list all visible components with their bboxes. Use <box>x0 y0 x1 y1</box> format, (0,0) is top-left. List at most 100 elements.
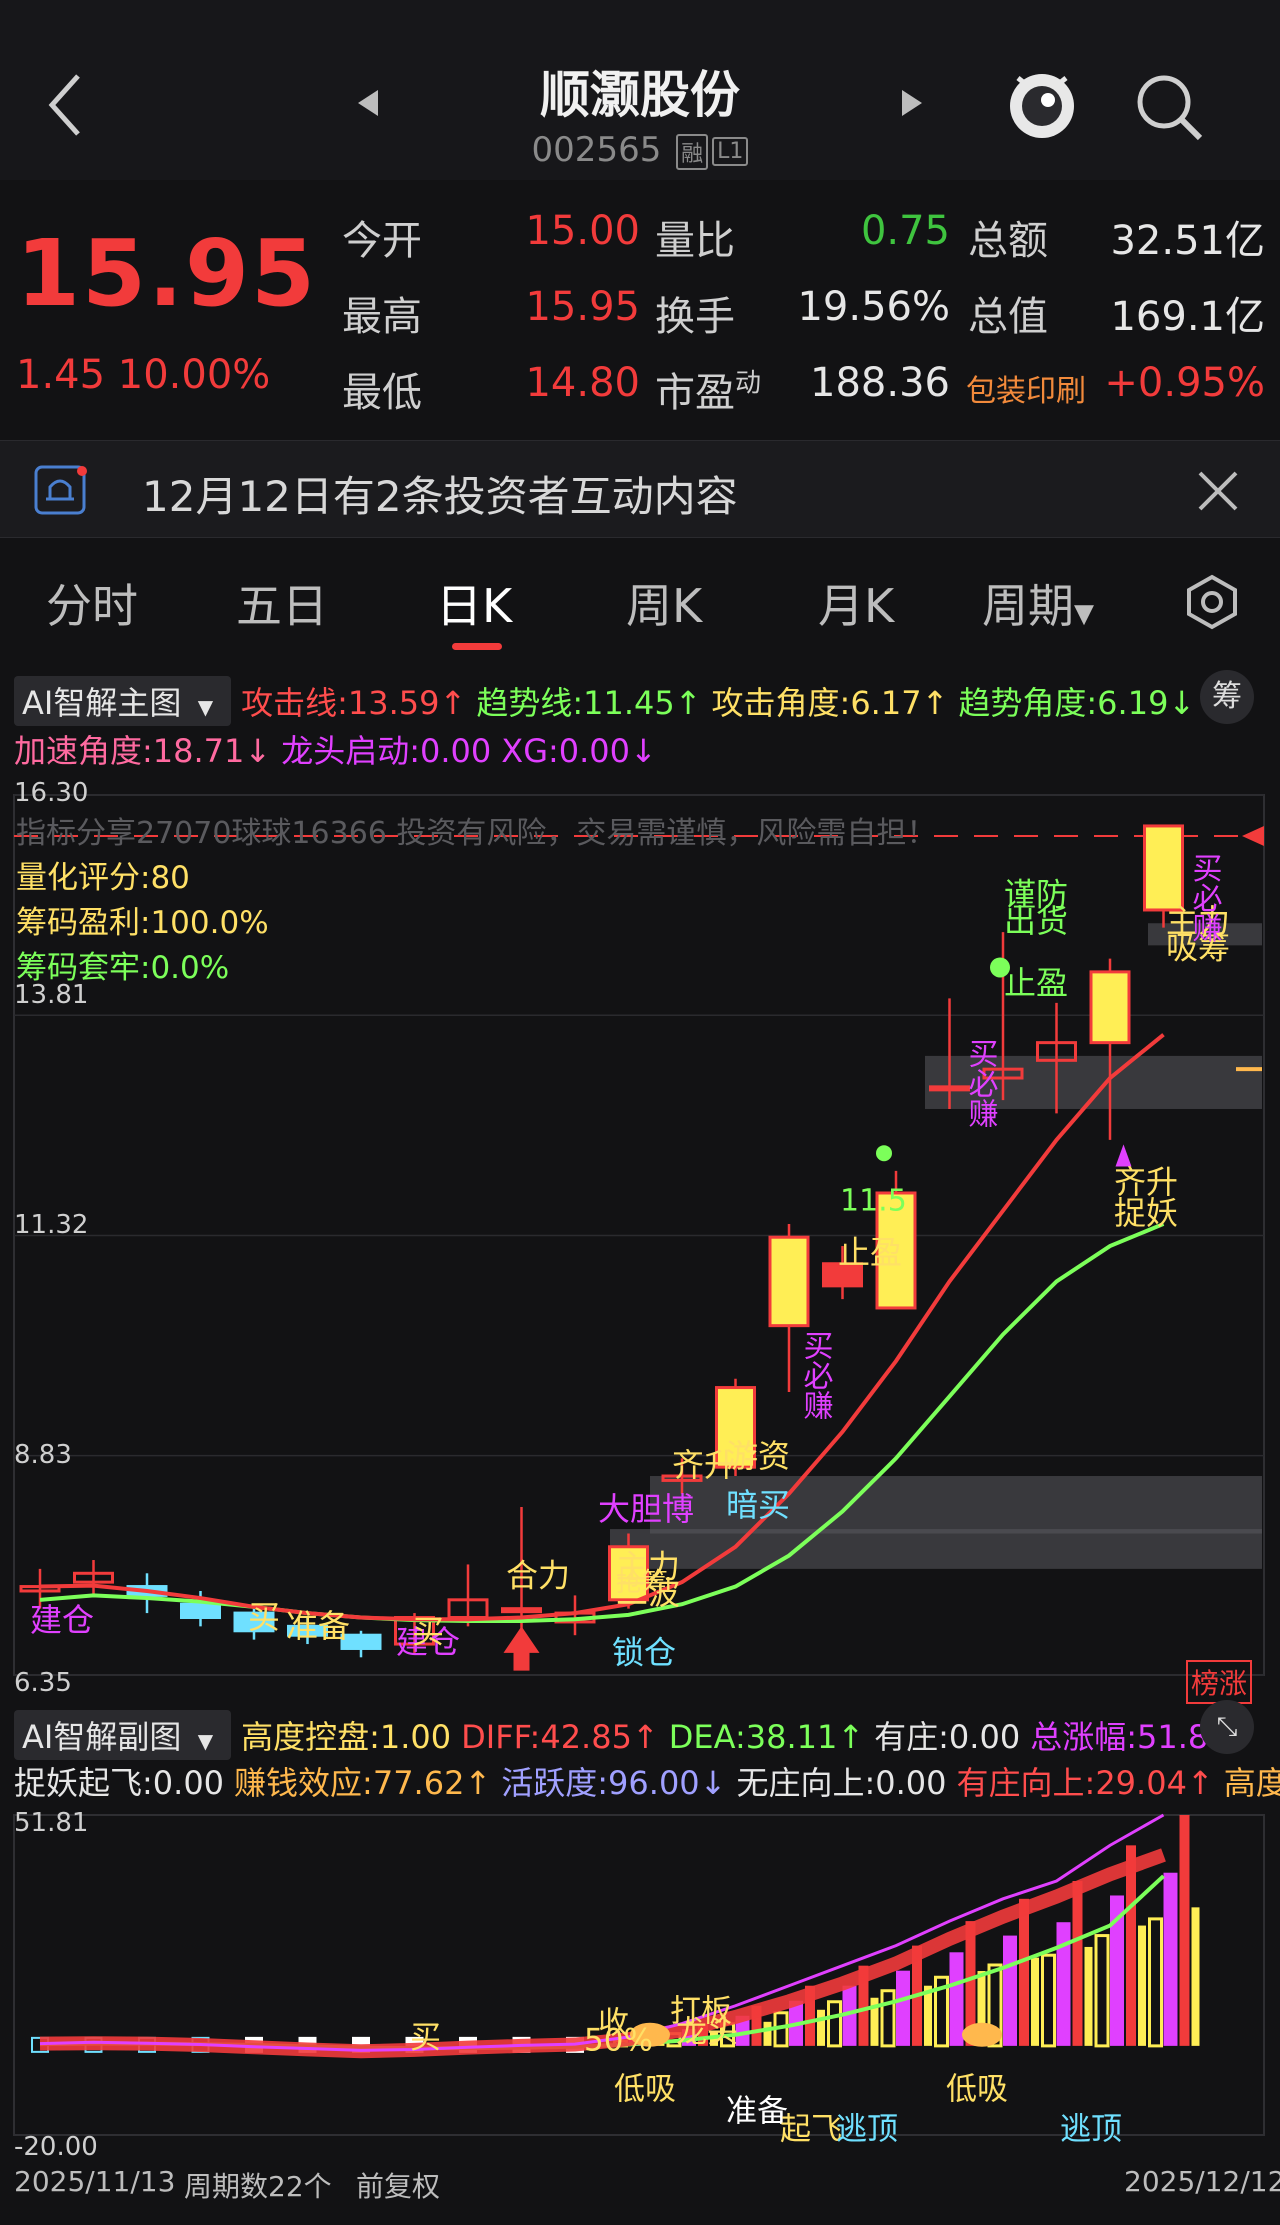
chip-distribution-button[interactable]: 筹 <box>1200 670 1254 724</box>
sub-indicator-0: 高度控盘:1.00 <box>241 1718 452 1756</box>
sub-magenta-bar-21 <box>1163 1872 1178 2046</box>
tab-monthly-k[interactable]: 月K <box>818 579 895 633</box>
warning-dot-icon <box>990 957 1010 978</box>
signal-label-18: 谨防 <box>1004 876 1068 914</box>
sub-red-bar-18 <box>1019 1898 1029 2046</box>
label-high: 最高 <box>342 294 422 340</box>
sub-y-tick-max: 51.81 <box>14 1808 89 1838</box>
stock-header: 顺灏股份 002565 融 L1 <box>0 0 1280 180</box>
back-icon[interactable] <box>44 70 84 140</box>
label-open: 今开 <box>342 218 422 264</box>
gold-ingot-icon <box>630 2022 670 2047</box>
tab-five-day[interactable]: 五日 <box>236 579 328 633</box>
high-price-marker-icon <box>1242 825 1264 846</box>
page-title: 顺灏股份 <box>540 66 740 124</box>
sub-yellow-bar-17 <box>934 1975 949 2048</box>
sub-gold-bar-18 <box>1031 1957 1039 2046</box>
chip-band-1 <box>650 1476 1262 1534</box>
main-indicator-0: 攻击线:13.59↑ <box>241 684 467 722</box>
candle-body-21 <box>1143 824 1184 912</box>
main-selector-label: AI智解主图 <box>22 684 182 722</box>
sub-gold-bar-16 <box>924 1985 932 2046</box>
signal-label-5: 合力 <box>506 1557 570 1595</box>
sub-gold-bar-13 <box>763 2021 772 2046</box>
mascot-icon[interactable] <box>1004 62 1080 146</box>
sub-yellow-bar-18 <box>987 1963 1003 2048</box>
tab-period[interactable]: 周期▼ <box>982 570 1094 636</box>
search-icon[interactable] <box>1134 72 1204 146</box>
sub-indicator-values-1: 高度控盘:1.00 DIFF:42.85↑ DEA:38.11↑ 有庄:0.00 总涨幅… <box>241 1718 1265 1756</box>
sub-gold-bar-17 <box>977 1971 986 2046</box>
sub-indicator-r2-1: 赚钱效应:77.62↑ <box>234 1764 492 1802</box>
level-badge: L1 <box>712 137 749 166</box>
candle-body-12 <box>661 1474 703 1482</box>
sub-indicator-selector[interactable]: AI智解副图 ▼ <box>14 1710 232 1760</box>
notice-text: 12月12日有2条投资者互动内容 <box>142 472 738 521</box>
main-indicator-2: 攻击角度:6.17↑ <box>711 684 949 722</box>
chevron-down-icon: ▼ <box>191 695 214 719</box>
label-market-cap: 总值 <box>968 294 1048 340</box>
signal-label-9: 抢筹 <box>616 1568 668 1598</box>
prev-stock-icon[interactable] <box>356 88 380 122</box>
tab-weekly-k[interactable]: 周K <box>626 579 703 633</box>
sub-indicator-values-2: 捉妖起飞:0.00 赚钱效应:77.62↑ 活跃度:96.00↓ 无庄向上:0.00 有… <box>14 1764 1280 1802</box>
label-industry[interactable]: 包装印刷 <box>966 374 1086 409</box>
candle-body-9 <box>501 1607 542 1614</box>
price-change: 1.45 10.00% <box>16 352 270 398</box>
sub-y-tick-min: -20.00 <box>14 2132 98 2162</box>
margin-badge: 融 <box>676 133 709 170</box>
signal-label-17: 买必赚 <box>963 1038 999 1128</box>
sub-magenta-bar-20 <box>1110 1895 1124 2046</box>
tab-intraday[interactable]: 分时 <box>46 579 138 633</box>
sub-gold-bar-20 <box>1138 1925 1146 2046</box>
signal-label-21: 齐升 <box>1114 1163 1178 1201</box>
sub-magenta-bar-13 <box>735 2015 750 2046</box>
expand-icon[interactable]: ⤡ <box>1200 1700 1254 1754</box>
signal-label-6: 大胆博 <box>598 1490 694 1528</box>
sub-signal-label-2: 50% <box>584 2022 653 2058</box>
sub-gold-bar-15 <box>870 1997 879 2046</box>
kline-chart[interactable]: 建仓买准备 建仓买合力大胆博主力二波抢筹齐升游资暗买锁仓止盈11.5谨防出货止盈齐… <box>0 775 1280 1695</box>
candle-body-13 <box>715 1386 756 1469</box>
signal-label-13: 锁仓 <box>612 1634 676 1672</box>
attack-line <box>39 1033 1165 1622</box>
sub-signal-label-5: 低吸 <box>614 2071 676 2107</box>
value-high: 15.95 <box>525 284 640 330</box>
y-tick-11-32: 11.32 <box>14 1210 89 1240</box>
change-percent: 10.00% <box>117 352 271 398</box>
change-value: 1.45 <box>16 352 106 398</box>
sub-red-bar-20 <box>1126 1845 1136 2046</box>
candle-body-11 <box>608 1545 649 1602</box>
last-price: 15.95 <box>16 220 318 327</box>
signal-label-1: 买 <box>248 1598 280 1636</box>
footer-adjust-mode[interactable]: 前复权 <box>356 2170 441 2203</box>
tab-daily-k[interactable]: 日K <box>436 579 513 633</box>
sub-gold-bar-14 <box>817 2009 825 2046</box>
chart-settings-icon[interactable] <box>1184 574 1240 634</box>
close-icon[interactable] <box>1196 469 1240 517</box>
main-indicator-selector[interactable]: AI智解主图 ▼ <box>14 676 232 726</box>
sub-indicator-r2-2: 活跃度:96.00↓ <box>501 1764 727 1802</box>
sub-indicator-chart[interactable]: 买收50%打板龙头低吸准备起飞逃顶低吸逃顶 <box>0 1805 1280 2165</box>
sub-indicator-r2-4: 有庄向上:29.04↑ <box>956 1764 1214 1802</box>
sub-red-bar-12 <box>698 2023 708 2046</box>
notice-bar[interactable]: 12月12日有2条投资者互动内容 <box>0 440 1280 538</box>
main-indicator-values-1: 攻击线:13.59↑ 趋势线:11.45↑ 攻击角度:6.17↑ 趋势角度:6.19↓ <box>241 684 1205 722</box>
main-indicator-1: 趋势线:11.45↑ <box>476 684 702 722</box>
signal-label-4: 买 <box>412 1612 444 1650</box>
sub-magenta-bar-19 <box>1056 1922 1071 2046</box>
y-tick-8-83: 8.83 <box>14 1440 72 1470</box>
candle-body-16 <box>875 1191 917 1310</box>
main-indicator-r2-2: XG:0.00↓ <box>501 732 657 770</box>
sub-red-bar-15 <box>858 1965 869 2046</box>
candle-body-18 <box>982 1067 1024 1080</box>
chip-band-3 <box>1148 923 1262 946</box>
stock-code: 002565 融 L1 <box>0 130 1280 170</box>
signal-label-0: 建仓 <box>30 1601 94 1639</box>
main-indicator-r2-1: 龙头启动:0.00 <box>281 732 492 770</box>
limit-up-badge[interactable]: 榜涨 <box>1186 1660 1253 1704</box>
candle-body-3 <box>180 1602 221 1620</box>
signal-label-24: 主力 <box>1166 902 1230 940</box>
chevron-down-icon: ▼ <box>1074 599 1094 629</box>
next-stock-icon[interactable] <box>900 88 924 122</box>
